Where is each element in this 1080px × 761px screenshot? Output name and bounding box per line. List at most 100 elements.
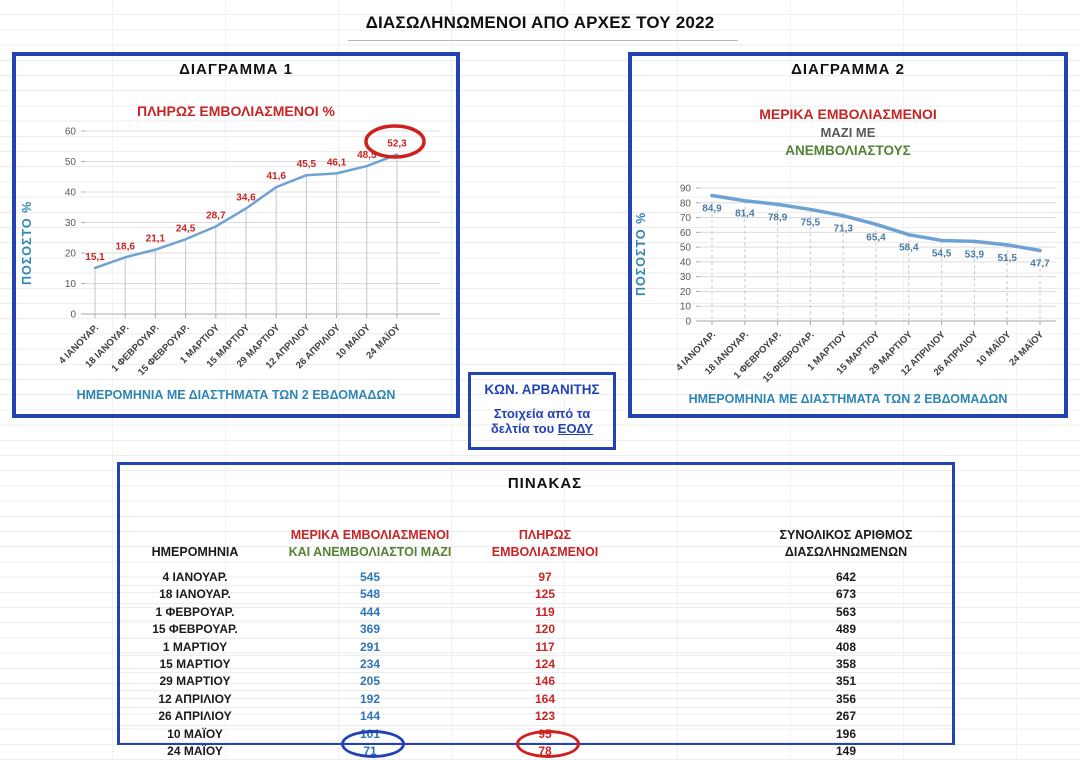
- y-tick-label: 10: [65, 279, 77, 290]
- y-tick-label: 30: [680, 272, 692, 283]
- source-note-box: ΚΩΝ. ΑΡΒΑΝΙΤΗΣ Στοιχεία από τα δελτία το…: [468, 372, 616, 450]
- table-cell-full: 164: [534, 691, 556, 706]
- data-point-label: 24,5: [176, 223, 196, 234]
- table-cell-date: 4 ΙΑΝΟΥΑΡ.: [162, 570, 228, 584]
- col-header-partial-line1: ΜΕΡΙΚΑ ΕΜΒΟΛΙΑΣΜΕΝΟΙ: [290, 528, 450, 542]
- table-cell-empty: [620, 708, 740, 724]
- table-cell-date: 15 ΜΑΡΤΙΟΥ: [159, 656, 231, 671]
- data-point-label: 28,7: [206, 210, 226, 221]
- highlight-circle-annotation: [364, 124, 426, 159]
- data-point-label: 65,4: [866, 232, 886, 243]
- data-point-label: 41,6: [266, 171, 286, 182]
- data-point-label: 53,9: [965, 249, 985, 260]
- data-point-label: 84,9: [702, 204, 722, 215]
- y-tick-label: 20: [680, 287, 692, 298]
- table-cell-date: 26 ΑΠΡΙΛΙΟΥ: [158, 709, 232, 724]
- table-cell-empty: [620, 691, 740, 707]
- data-point-label: 75,5: [801, 217, 821, 228]
- table-cell-partial: 192: [359, 691, 381, 706]
- data-point-label: 54,5: [932, 248, 952, 259]
- table-cell-partial: 369: [359, 622, 381, 637]
- data-point-label: 47,7: [1030, 259, 1050, 270]
- data-series-line: [710, 193, 1042, 253]
- data-point-label: 34,6: [236, 192, 256, 203]
- table-cell-date: 1 ΦΕΒΡΟΥΑΡ.: [155, 604, 235, 619]
- diagram2-title: ΔΙΑΓΡΑΜΜΑ 2: [791, 61, 905, 78]
- table-cell-empty: [620, 656, 740, 672]
- data-point-label: 45,5: [297, 159, 317, 170]
- table-cell-empty: [620, 673, 740, 689]
- y-tick-label: 50: [680, 243, 692, 254]
- table-cell-total: 267: [835, 709, 857, 724]
- table-cell-full: 119: [535, 604, 555, 619]
- table-row: 12 ΑΠΡΙΛΙΟΥ 192 164 356: [120, 691, 952, 709]
- table-cell-partial: 291: [359, 639, 381, 654]
- data-point-label: 51,5: [997, 253, 1017, 264]
- table-cell-date: 24 ΜΑΪΟΥ: [167, 743, 223, 758]
- table-row: 26 ΑΠΡΙΛΙΟΥ 144 123 267: [120, 708, 952, 726]
- table-cell-total: 358: [835, 656, 857, 671]
- y-tick-label: 40: [680, 257, 692, 268]
- y-tick-label: 30: [65, 218, 77, 229]
- table-header-row: ΗΜΕΡΟΜΗΝΙΑ ΜΕΡΙΚΑ ΕΜΒΟΛΙΑΣΜΕΝΟΙ ΚΑΙ ΑΝΕΜΒ…: [120, 507, 952, 561]
- table-cell-date: 1 ΜΑΡΤΙΟΥ: [162, 639, 228, 654]
- table-cell-partial: 234: [359, 656, 381, 671]
- table-cell-empty: [620, 743, 740, 759]
- y-tick-label: 50: [65, 157, 77, 168]
- table-cell-partial: 144: [359, 709, 381, 724]
- data-point-label: 46,1: [327, 157, 347, 168]
- data-table-panel: ΠΙΝΑΚΑΣ ΗΜΕΡΟΜΗΝΙΑ ΜΕΡΙΚΑ ΕΜΒΟΛΙΑΣΜΕΝΟΙ Κ…: [117, 462, 955, 761]
- col-header-total-line1: ΣΥΝΟΛΙΚΟΣ ΑΡΙΘΜΟΣ: [779, 528, 913, 542]
- data-point-label: 81,4: [735, 209, 755, 220]
- diagram1-line-chart: 0 10 20 30 40 50 60 15,1 18,6 21,1 24,5 28,7 34,6 41,…: [57, 124, 440, 378]
- diagram2-chart-title-line2: ΜΑΖΙ ΜΕ: [820, 125, 876, 140]
- y-tick-label: 60: [680, 228, 692, 239]
- table-cell-full: 120: [534, 622, 556, 637]
- table-cell-empty: [620, 621, 740, 637]
- data-point-label: 52,3: [387, 138, 407, 149]
- circled-full-value: [516, 730, 580, 759]
- author-name: ΚΩΝ. ΑΡΒΑΝΙΤΗΣ: [484, 382, 600, 397]
- data-source-note: Στοιχεία από τα δελτία του ΕΟΔΥ: [471, 406, 613, 436]
- diagram2-chart-title-line3: ΑΝΕΜΒΟΛΙΑΣΤΟΥΣ: [785, 143, 911, 158]
- table-cell-partial: 205: [359, 674, 381, 689]
- y-tick-label: 10: [680, 302, 692, 313]
- data-series-line: [93, 153, 399, 270]
- table-cell-total: 196: [835, 726, 857, 741]
- y-tick-label: 0: [685, 317, 691, 328]
- diagram2-y-axis-label: ΠΟΣΟΣΤΟ %: [634, 211, 648, 297]
- table-cell-empty: [620, 726, 740, 742]
- circled-partial-value: [341, 730, 405, 759]
- table-cell-total: 642: [835, 570, 857, 584]
- table-cell-total: 351: [835, 674, 857, 689]
- source-line1: Στοιχεία από τα: [493, 406, 591, 421]
- col-header-full-line1: ΠΛΗΡΩΣ: [518, 528, 572, 542]
- table-row: 18 ΙΑΝΟΥΑΡ. 548 125 673: [120, 586, 952, 604]
- x-category-label: 24 ΜΑΪΟΥ: [1007, 329, 1046, 368]
- table-cell-total: 489: [835, 622, 857, 637]
- table-cell-date: 12 ΑΠΡΙΛΙΟΥ: [158, 691, 232, 706]
- data-point-label: 48,5: [357, 150, 377, 161]
- y-tick-label: 80: [680, 198, 692, 209]
- table-cell-date: 29 ΜΑΡΤΙΟΥ: [159, 674, 231, 689]
- table-cell-empty: [620, 586, 740, 602]
- data-point-label: 18,6: [115, 241, 135, 252]
- title-underline: [348, 40, 738, 41]
- table-cell-total: 408: [835, 639, 857, 654]
- table-cell-partial: 444: [359, 604, 381, 619]
- y-tick-label: 90: [680, 184, 692, 195]
- page-title: ΔΙΑΣΩΛΗΝΩΜΕΝΟΙ ΑΠΟ ΑΡΧΕΣ ΤΟΥ 2022: [365, 13, 715, 32]
- table-cell-full: 117: [535, 639, 555, 654]
- y-tick-label: 0: [70, 310, 76, 321]
- y-tick-label: 70: [680, 213, 692, 224]
- table-cell-empty: [620, 639, 740, 655]
- source-org: ΕΟΔΥ: [557, 421, 594, 436]
- diagram2-chart-title-line1: ΜΕΡΙΚΑ ΕΜΒΟΛΙΑΣΜΕΝΟΙ: [759, 106, 937, 122]
- table-cell-date: 18 ΙΑΝΟΥΑΡ.: [159, 587, 231, 602]
- diagram2-panel: ΔΙΑΓΡΑΜΜΑ 2 ΜΕΡΙΚΑ ΕΜΒΟΛΙΑΣΜΕΝΟΙ ΜΑΖΙ ΜΕ…: [628, 52, 1068, 418]
- source-line2-prefix: δελτία του: [490, 421, 558, 436]
- table-cell-total: 149: [835, 743, 857, 758]
- table-row: 15 ΜΑΡΤΙΟΥ 234 124 358: [120, 656, 952, 674]
- table-cell-full: 97: [538, 570, 552, 584]
